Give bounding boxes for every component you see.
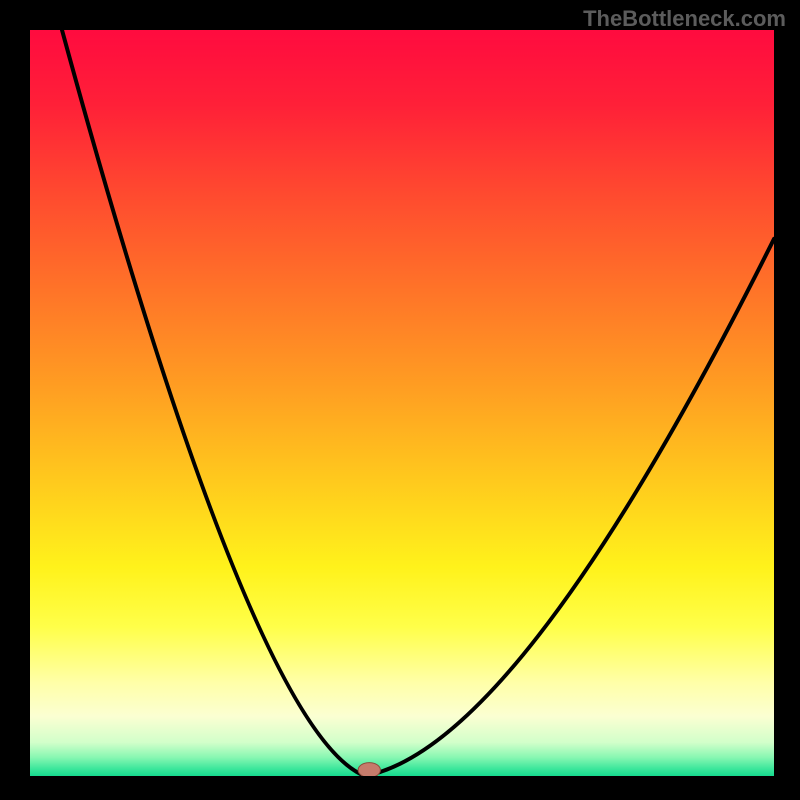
watermark-text: TheBottleneck.com — [583, 6, 786, 32]
bottleneck-chart — [30, 30, 774, 776]
chart-svg — [30, 30, 774, 776]
optimal-point-marker — [358, 763, 380, 776]
gradient-background — [30, 30, 774, 776]
outer-frame: TheBottleneck.com — [0, 0, 800, 800]
